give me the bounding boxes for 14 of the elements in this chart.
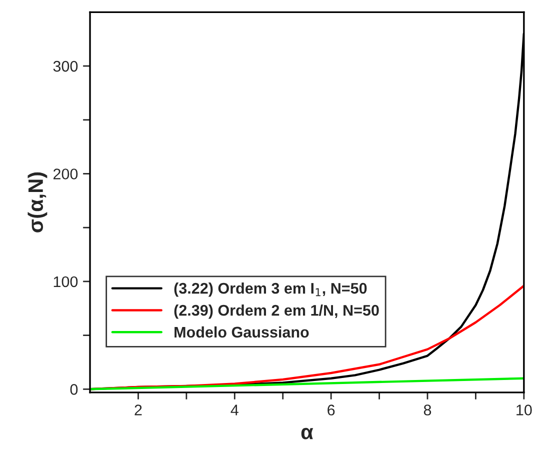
x-tick-label: 6 xyxy=(328,404,335,416)
y-tick-label: 300 xyxy=(53,60,78,72)
legend-label: Modelo Gaussiano xyxy=(174,326,309,338)
x-tick-label: 4 xyxy=(230,404,238,416)
y-tick-label: 100 xyxy=(54,276,78,288)
legend-label: (2.39) Ordem 2 em 1/N, N=50 xyxy=(174,304,379,319)
y-axis-title: σ(α,N) xyxy=(28,172,48,232)
x-axis-title: α xyxy=(301,428,314,440)
x-tick-label: 8 xyxy=(424,404,432,416)
x-tick-label: 10 xyxy=(516,404,532,416)
y-tick-label: 200 xyxy=(53,168,78,180)
x-tick-label: 2 xyxy=(134,404,142,416)
y-tick-label: 0 xyxy=(70,384,78,395)
legend-label: (3.22) Ordem 3 em I$_{1}$, N=50 xyxy=(174,282,367,297)
